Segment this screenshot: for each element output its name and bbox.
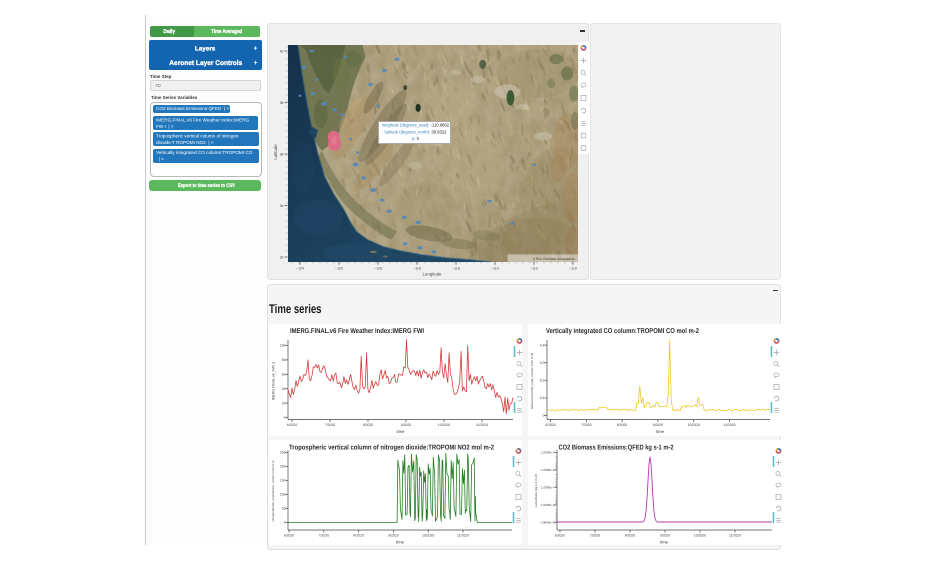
- svg-text:9/2020: 9/2020: [388, 534, 398, 538]
- svg-text:8/2020: 8/2020: [353, 534, 363, 538]
- svg-text:Daily: Daily: [163, 28, 176, 35]
- svg-text:co.biomass (kg s-1 m-2): co.biomass (kg s-1 m-2): [534, 474, 538, 507]
- svg-text:Aeronet Layer Controls: Aeronet Layer Controls: [169, 60, 242, 67]
- svg-text:0.1: 0.1: [540, 396, 545, 400]
- svg-text:© Esri, Earthstar Geographics: © Esri, Earthstar Geographics: [532, 256, 574, 260]
- svg-text:9/2020: 9/2020: [660, 534, 670, 538]
- svg-text:34: 34: [280, 204, 284, 208]
- svg-text:36: 36: [280, 152, 284, 156]
- svg-text:nitrogendioxide_tropospheric_c: nitrogendioxide_tropospheric_column (mol…: [271, 460, 275, 521]
- svg-text:−120: −120: [374, 267, 382, 271]
- svg-text:IMERG.FINAL.v6_FWI (): IMERG.FINAL.v6_FWI (): [272, 362, 276, 401]
- svg-text:200: 200: [280, 465, 286, 469]
- svg-text:Latitude: Latitude: [273, 144, 278, 160]
- svg-text:8/2020: 8/2020: [363, 423, 373, 427]
- svg-text:10/2020: 10/2020: [694, 534, 706, 538]
- svg-text:0: 0: [284, 416, 286, 420]
- svg-text:100: 100: [280, 493, 286, 497]
- svg-text:11/2020: 11/2020: [457, 534, 469, 538]
- svg-text:0: 0: [543, 414, 545, 418]
- svg-text:0.4: 0.4: [540, 343, 545, 347]
- svg-text:+: +: [254, 60, 258, 67]
- svg-text:Layers: Layers: [195, 46, 216, 53]
- svg-text:Tropospheric vertical column o: Tropospheric vertical column of nitrogen…: [289, 444, 494, 452]
- svg-text:0: 0: [284, 521, 286, 525]
- svg-text:11/2020: 11/2020: [723, 423, 735, 427]
- svg-text:−114: −114: [491, 267, 499, 271]
- svg-text:8/2020: 8/2020: [617, 423, 627, 427]
- svg-text:time: time: [396, 540, 405, 545]
- svg-text:40: 40: [280, 49, 284, 53]
- svg-text:−124: −124: [296, 267, 304, 271]
- svg-text:50: 50: [282, 507, 286, 511]
- svg-text:Longitude: Longitude: [423, 272, 442, 277]
- svg-text:carbonmonoxide_total_column (m: carbonmonoxide_total_column (mol m-2): [530, 353, 534, 409]
- svg-text:Time Averaged: Time Averaged: [211, 28, 242, 35]
- svg-text:7/2020: 7/2020: [590, 534, 600, 538]
- svg-text:6/2020: 6/2020: [545, 423, 555, 427]
- svg-text:32: 32: [280, 255, 284, 259]
- svg-text:9/2020: 9/2020: [401, 423, 411, 427]
- svg-text:20: 20: [282, 401, 286, 405]
- svg-text:7/2020: 7/2020: [325, 423, 335, 427]
- svg-text:−112: −112: [530, 267, 538, 271]
- svg-text:11/2020: 11/2020: [729, 534, 741, 538]
- svg-text:6/2020: 6/2020: [284, 534, 294, 538]
- svg-text:+: +: [254, 46, 258, 53]
- svg-text:0.2: 0.2: [540, 379, 545, 383]
- svg-text:1.0000e-8: 1.0000e-8: [541, 503, 555, 507]
- svg-text:40: 40: [282, 387, 286, 391]
- svg-text:9/2020: 9/2020: [653, 423, 663, 427]
- svg-text:250: 250: [280, 451, 286, 455]
- svg-text:−110: −110: [569, 267, 577, 271]
- svg-text:38: 38: [280, 101, 284, 105]
- svg-text:−116: −116: [452, 267, 460, 271]
- svg-text:time: time: [660, 540, 669, 545]
- svg-text:100: 100: [280, 344, 286, 348]
- svg-text:7/2020: 7/2020: [581, 423, 591, 427]
- svg-text:time: time: [656, 429, 665, 434]
- svg-text:1.0000e-7: 1.0000e-7: [541, 486, 555, 490]
- svg-text:10/2020: 10/2020: [438, 423, 450, 427]
- svg-text:−118: −118: [413, 267, 421, 271]
- svg-text:0.3: 0.3: [540, 361, 545, 365]
- svg-text:Vertically integrated CO colum: Vertically integrated CO column:TROPOMI …: [546, 327, 699, 335]
- svg-text:−122: −122: [335, 267, 343, 271]
- svg-text:6/2020: 6/2020: [287, 423, 297, 427]
- svg-text:1.0000e-6: 1.0000e-6: [541, 468, 555, 472]
- svg-text:80: 80: [282, 358, 286, 362]
- svg-text:10/2020: 10/2020: [422, 534, 434, 538]
- svg-text:11/2020: 11/2020: [476, 423, 488, 427]
- svg-text:1.0000e-5: 1.0000e-5: [541, 451, 555, 455]
- svg-text:6/2020: 6/2020: [555, 534, 565, 538]
- svg-text:150: 150: [280, 479, 286, 483]
- svg-text:IMERG.FINAL.v6 Fire Weather In: IMERG.FINAL.v6 Fire Weather Index:IMERG …: [290, 327, 424, 335]
- svg-text:7/2020: 7/2020: [319, 534, 329, 538]
- svg-text:Time series: Time series: [269, 302, 322, 316]
- svg-text:CO2 Biomass Emissions:QFED kg: CO2 Biomass Emissions:QFED kg s-1 m-2: [559, 444, 674, 452]
- svg-text:time: time: [396, 429, 405, 434]
- svg-text:Export to time series to CSV: Export to time series to CSV: [178, 183, 235, 189]
- svg-text:60: 60: [282, 373, 286, 377]
- svg-text:10/2020: 10/2020: [688, 423, 700, 427]
- svg-text:8/2020: 8/2020: [625, 534, 635, 538]
- svg-text:1.0000e+0: 1.0000e+0: [540, 521, 555, 525]
